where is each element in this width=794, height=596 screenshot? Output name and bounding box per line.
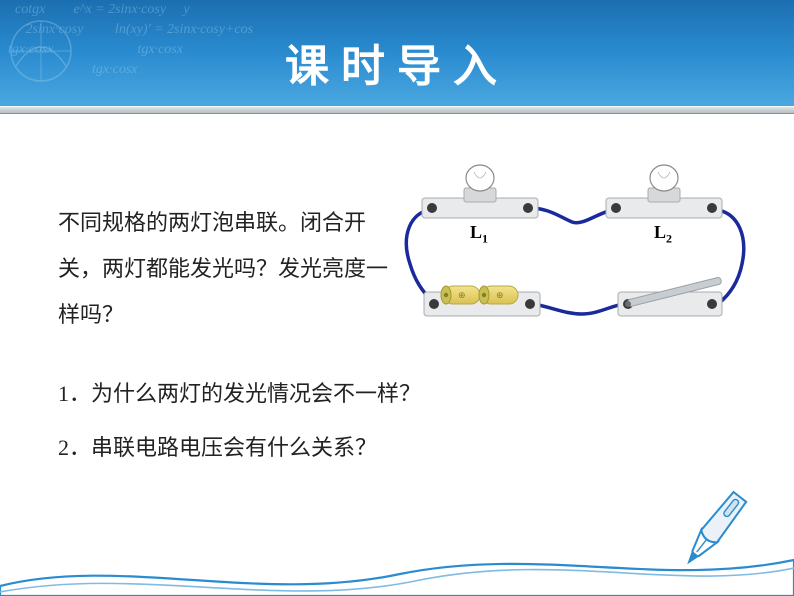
bulb-holder-l1 [422,165,538,218]
header-divider [0,106,794,114]
svg-text:⊕: ⊕ [496,290,504,300]
bulb-holder-l2 [606,165,722,218]
circuit-diagram: ⊕ ⊕ [402,164,752,344]
svg-text:⊕: ⊕ [458,290,466,300]
intro-paragraph: 不同规格的两灯泡串联。闭合开关，两灯都能发光吗？发光亮度一样吗？ [58,200,388,338]
battery: ⊕ ⊕ [424,286,540,316]
question-1: 1．为什么两灯的发光情况会不一样？ [58,376,421,408]
switch [618,277,722,316]
page-title: 课时导入 [0,30,794,94]
header-band: cotgx e^x = 2sinx·cosy y 2sinx·cosy ln(x… [0,0,794,106]
question-2: 2．串联电路电压会有什么关系？ [58,430,377,462]
pen-icon [666,482,762,578]
label-l1: L1 [470,222,488,247]
label-l2: L2 [654,222,672,247]
